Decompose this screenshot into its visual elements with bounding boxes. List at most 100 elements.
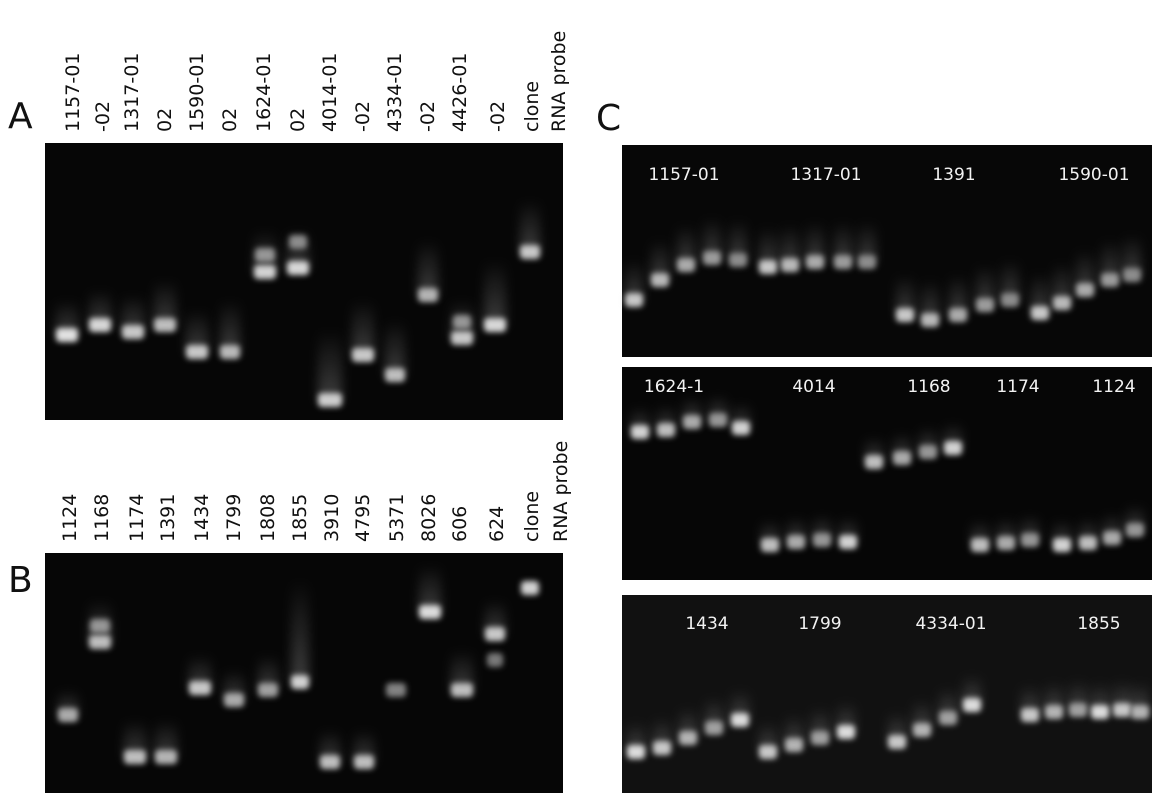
lane-label: 1157-01 [648, 165, 719, 185]
band [453, 315, 471, 329]
smear [1076, 250, 1094, 290]
smear [785, 715, 803, 745]
band [939, 711, 957, 725]
band [385, 368, 405, 382]
smear [354, 730, 374, 762]
band [520, 245, 540, 259]
smear [834, 222, 852, 262]
smear [653, 718, 671, 748]
band [787, 535, 805, 549]
lane-label: 4014 [792, 377, 835, 397]
band [224, 693, 244, 707]
band [58, 708, 78, 722]
band [677, 258, 695, 272]
smear [729, 220, 747, 260]
band [122, 325, 144, 339]
band [888, 735, 906, 749]
smear [189, 655, 211, 688]
smear [705, 698, 723, 728]
band [944, 441, 962, 455]
band [913, 723, 931, 737]
band [89, 635, 111, 649]
lane-label: 1124 [1092, 377, 1135, 397]
band [258, 683, 278, 697]
band [318, 393, 342, 407]
band [1031, 306, 1049, 320]
band [1076, 283, 1094, 297]
band [837, 725, 855, 739]
band [56, 328, 78, 342]
band [90, 619, 110, 633]
smear [731, 690, 749, 720]
bands [56, 200, 1149, 769]
band [451, 683, 473, 697]
smear [651, 240, 669, 280]
band [896, 308, 914, 322]
band [89, 318, 111, 332]
lane-label: 4334-01 [384, 53, 406, 132]
band [976, 298, 994, 312]
lane-label: 1168 [91, 494, 113, 542]
band [521, 581, 539, 595]
smear [1031, 273, 1049, 313]
smear [1045, 682, 1063, 712]
smear [1101, 240, 1119, 280]
lane-label: -02 [352, 101, 374, 132]
lane-label: 4014-01 [319, 53, 341, 132]
lane-label: 1174 [126, 494, 148, 542]
lane-label: 1157-01 [62, 53, 84, 132]
lane-label: 1317-01 [121, 53, 143, 132]
smear [913, 700, 931, 730]
panel-label: A [8, 96, 33, 137]
lane-label: 1124 [59, 494, 81, 542]
panel-label: B [8, 560, 33, 601]
band [731, 713, 749, 727]
lane-label: 1434 [191, 494, 213, 542]
smear [484, 260, 506, 325]
band [839, 535, 857, 549]
band [806, 255, 824, 269]
band [1103, 531, 1121, 545]
band [858, 255, 876, 269]
band [971, 538, 989, 552]
smear [976, 265, 994, 305]
lane-label: 02 [154, 108, 176, 132]
band [451, 331, 473, 345]
panel-label: C [596, 98, 621, 139]
band [785, 738, 803, 752]
lane-label: 1590-01 [1058, 165, 1129, 185]
smear [1001, 260, 1019, 300]
smear [258, 655, 278, 690]
smear [858, 222, 876, 262]
band [220, 345, 240, 359]
band [1126, 523, 1144, 537]
band [1053, 538, 1071, 552]
lane-label: 3910 [321, 494, 343, 542]
lane-label: 1168 [907, 377, 950, 397]
band [653, 741, 671, 755]
smear [485, 600, 505, 634]
band [625, 293, 643, 307]
band [418, 288, 438, 302]
band [155, 750, 177, 764]
smear [291, 580, 309, 682]
gel-a [45, 143, 563, 420]
lane-label: 1317-01 [790, 165, 861, 185]
band [761, 538, 779, 552]
smear [419, 565, 441, 612]
band [386, 683, 406, 697]
band [919, 445, 937, 459]
band [291, 675, 309, 689]
band [419, 605, 441, 619]
lane-label: 1391 [932, 165, 975, 185]
lane-label: -02 [92, 101, 114, 132]
band [154, 318, 176, 332]
smear [155, 720, 177, 757]
lane-label: 02 [219, 108, 241, 132]
band [1001, 293, 1019, 307]
band [679, 731, 697, 745]
smear [888, 712, 906, 742]
lane-label: 1391 [157, 494, 179, 542]
lane-label: 1855 [289, 494, 311, 542]
